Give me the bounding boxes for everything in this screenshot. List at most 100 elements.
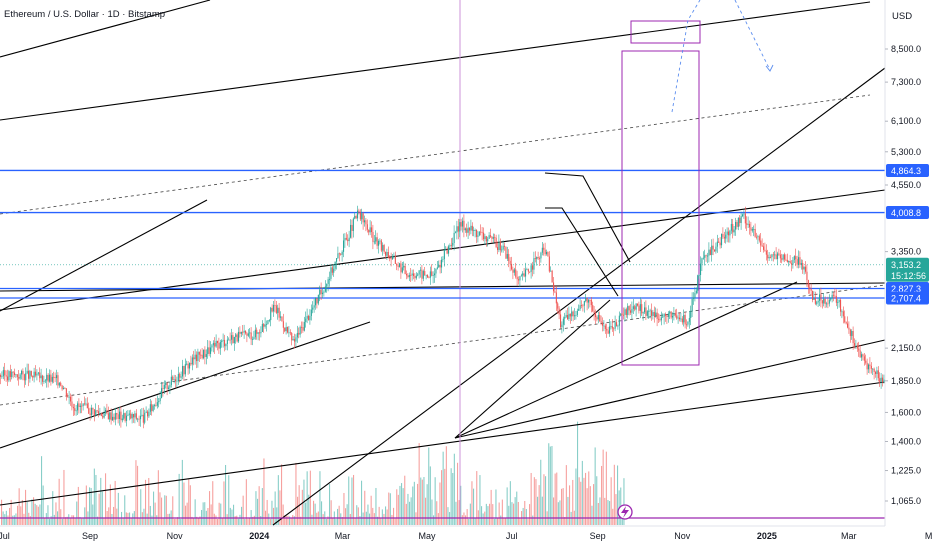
price-candle	[613, 328, 615, 330]
price-candle	[641, 304, 643, 314]
volume-bar	[52, 491, 54, 525]
price-candle	[394, 255, 396, 264]
price-candle	[861, 354, 863, 358]
price-candle	[546, 252, 548, 255]
price-candle	[158, 401, 160, 403]
price-candle	[275, 305, 277, 313]
volume-bar	[143, 508, 145, 525]
price-candle	[141, 414, 143, 416]
price-candle	[256, 329, 258, 334]
price-candle	[369, 227, 371, 233]
volume-bar	[164, 495, 166, 525]
volume-bar	[135, 460, 137, 525]
price-candle	[393, 255, 395, 257]
time-tick-label: 2024	[249, 531, 269, 541]
price-candle	[579, 305, 581, 310]
time-axis[interactable]: JulSepNov2024MarMayJulSepNov2025MarMayJu…	[0, 525, 932, 551]
volume-bar	[452, 472, 454, 525]
price-candle	[606, 328, 608, 331]
price-candle	[723, 236, 725, 239]
price-candle	[459, 222, 461, 232]
price-candle	[170, 376, 172, 385]
price-candle	[478, 231, 480, 236]
volume-bar	[525, 509, 527, 525]
price-candle	[550, 270, 552, 272]
price-candle	[651, 310, 653, 316]
price-candle	[264, 324, 266, 327]
currency-label[interactable]: USD	[892, 11, 913, 22]
price-candle	[796, 259, 798, 265]
volume-bar	[145, 479, 147, 525]
price-axis[interactable]: 8,500.0 7,300.0 6,100.0 5,300.0 4,550.0 3,350…	[884, 0, 932, 550]
price-candle	[289, 332, 291, 334]
volume-bar	[199, 516, 201, 525]
price-candle	[21, 370, 23, 375]
price-candle	[84, 403, 86, 405]
volume-bar	[41, 456, 43, 525]
price-candle	[655, 312, 657, 317]
price-candle	[204, 349, 206, 357]
price-candle	[851, 330, 853, 336]
price-candle	[361, 213, 363, 220]
price-candle	[254, 329, 256, 338]
price-candle	[575, 315, 577, 316]
volume-bar	[466, 509, 468, 525]
price-candle	[42, 375, 44, 382]
volume-bar	[45, 513, 47, 525]
volume-bar	[210, 504, 212, 525]
price-candle	[862, 354, 864, 357]
price-candle	[742, 214, 744, 217]
price-candle	[341, 251, 343, 255]
price-candle	[259, 332, 261, 334]
volume-bar	[337, 508, 339, 525]
price-candle	[833, 294, 835, 296]
volume-bar	[575, 468, 577, 525]
price-candle	[667, 313, 669, 317]
price-candle	[232, 335, 234, 344]
time-tick-label: 2025	[757, 531, 777, 541]
symbol-title[interactable]: Ethereum / U.S. Dollar · 1D · Bitstamp	[4, 9, 166, 20]
volume-bar	[383, 513, 385, 525]
price-candle	[536, 256, 538, 260]
price-candle	[574, 315, 576, 317]
price-candle	[368, 229, 370, 233]
price-candle	[44, 380, 46, 382]
price-tick-label: 1,225.0	[891, 466, 921, 476]
price-candle	[768, 256, 770, 259]
price-candle	[380, 240, 382, 251]
price-candle	[161, 388, 163, 398]
volume-bar	[607, 500, 609, 525]
price-candle	[645, 307, 647, 316]
volume-bar	[130, 517, 132, 525]
volume-bar	[410, 497, 412, 525]
price-candle	[795, 256, 797, 260]
volume-bar	[500, 515, 502, 525]
price-candle	[512, 269, 514, 273]
price-candle	[246, 333, 248, 336]
price-candle	[603, 325, 605, 327]
price-candle	[592, 305, 594, 311]
price-candle	[23, 374, 25, 381]
volume-bar	[413, 481, 415, 525]
price-candle	[144, 412, 146, 423]
price-candle	[568, 313, 570, 320]
price-candle	[779, 254, 781, 259]
trend-line	[0, 381, 886, 506]
price-candle	[375, 237, 377, 242]
volume-bar	[313, 500, 315, 525]
price-candles	[0, 205, 932, 429]
price-candle	[316, 298, 318, 304]
volume-bar	[562, 488, 564, 525]
price-candle	[816, 302, 818, 304]
volume-bar	[354, 517, 356, 525]
price-candle	[576, 310, 578, 316]
volume-bar	[25, 489, 27, 525]
price-candle	[614, 322, 616, 329]
price-candle	[378, 241, 380, 246]
price-candle	[793, 256, 795, 260]
volume-bar	[252, 516, 254, 525]
price-candle	[217, 340, 219, 344]
price-candle	[596, 317, 598, 320]
price-candle	[800, 262, 802, 265]
